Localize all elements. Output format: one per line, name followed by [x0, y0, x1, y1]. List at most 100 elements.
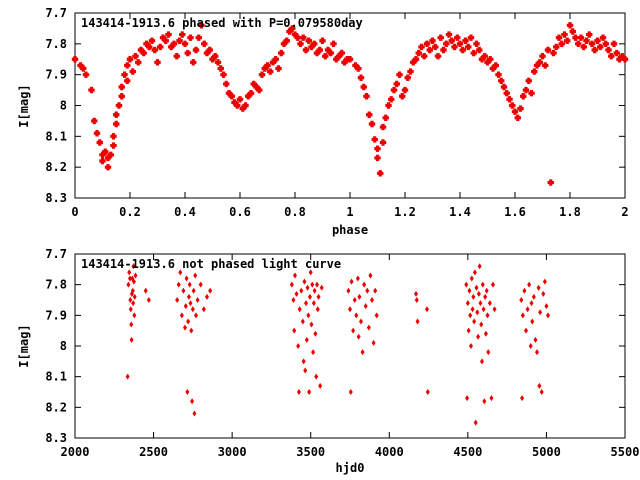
data-point — [132, 293, 137, 300]
data-point — [472, 269, 477, 276]
data-point — [360, 349, 365, 356]
data-point — [132, 312, 137, 319]
data-point — [429, 37, 436, 44]
x-tick-label: 1.6 — [504, 205, 526, 219]
data-point — [583, 37, 590, 44]
data-point — [370, 297, 374, 303]
data-point — [349, 278, 354, 285]
data-point — [588, 40, 596, 48]
data-point — [311, 300, 316, 307]
data-point — [217, 65, 224, 72]
data-point — [179, 31, 186, 38]
data-point — [474, 284, 479, 291]
data-point — [201, 306, 206, 313]
data-point — [346, 56, 354, 63]
data-point — [485, 312, 490, 319]
data-point — [591, 46, 598, 54]
data-point — [267, 68, 274, 75]
data-point — [443, 40, 450, 48]
x-axis-title: hjd0 — [336, 461, 365, 475]
data-point — [473, 40, 480, 48]
data-point — [128, 275, 132, 282]
x-tick-label: 0.8 — [284, 205, 306, 219]
data-point — [294, 290, 299, 297]
data-point — [135, 59, 142, 66]
y-tick-label: 7.9 — [45, 308, 67, 322]
data-point — [404, 74, 411, 81]
data-point — [480, 281, 485, 288]
data-point — [129, 68, 136, 75]
data-point — [146, 43, 153, 51]
data-point — [351, 327, 356, 334]
data-point — [110, 142, 117, 149]
data-point — [519, 297, 524, 303]
data-point — [303, 367, 308, 374]
data-point — [492, 62, 499, 69]
data-point — [440, 46, 447, 54]
data-point — [352, 297, 357, 303]
data-point — [242, 102, 249, 109]
data-point — [492, 306, 497, 313]
data-point — [212, 52, 219, 60]
data-point — [179, 312, 184, 319]
data-point — [484, 287, 489, 294]
data-point — [316, 293, 321, 300]
data-point — [393, 80, 400, 88]
data-point — [373, 287, 378, 294]
data-point — [451, 43, 458, 51]
data-point — [539, 389, 544, 395]
data-point — [154, 59, 161, 66]
data-point — [366, 324, 371, 331]
data-point — [318, 382, 323, 389]
data-point — [223, 80, 230, 88]
y-tick-label: 8 — [60, 339, 67, 353]
data-point — [190, 306, 195, 313]
data-point — [296, 343, 301, 349]
data-point — [594, 37, 601, 44]
data-point — [483, 293, 488, 300]
data-point — [300, 318, 305, 325]
data-point — [296, 389, 301, 395]
data-point — [188, 300, 193, 307]
data-point — [278, 49, 285, 57]
data-point — [426, 46, 433, 54]
data-point — [539, 52, 546, 60]
data-point — [509, 102, 516, 109]
data-point — [292, 327, 297, 334]
data-point — [415, 49, 422, 57]
y-tick-label: 8.3 — [45, 431, 67, 445]
data-point — [374, 312, 379, 319]
data-point — [538, 309, 543, 316]
data-point — [529, 300, 534, 307]
data-point — [195, 34, 202, 41]
data-point — [312, 287, 317, 294]
data-point — [475, 309, 480, 316]
data-point — [132, 52, 139, 60]
y-tick-label: 7.9 — [45, 68, 67, 82]
y-tick-label: 8.2 — [45, 400, 67, 414]
data-point — [415, 318, 420, 325]
data-point — [498, 77, 505, 85]
data-point — [118, 93, 125, 100]
data-point — [131, 300, 136, 307]
data-point — [354, 312, 359, 319]
data-point — [93, 130, 101, 137]
data-point — [319, 37, 326, 44]
data-point — [187, 34, 194, 41]
data-point — [289, 281, 294, 288]
data-point — [546, 312, 550, 319]
data-point — [425, 389, 430, 395]
data-point — [605, 46, 612, 54]
data-point — [348, 306, 352, 313]
data-point — [206, 46, 213, 54]
data-point — [157, 43, 164, 51]
data-point — [338, 49, 345, 57]
data-point — [483, 330, 488, 337]
data-point — [520, 395, 525, 402]
data-point — [322, 52, 329, 60]
x-tick-label: 5000 — [532, 445, 561, 459]
data-point — [88, 86, 95, 94]
data-point — [313, 330, 318, 337]
data-point — [472, 318, 477, 325]
data-point — [434, 52, 442, 60]
